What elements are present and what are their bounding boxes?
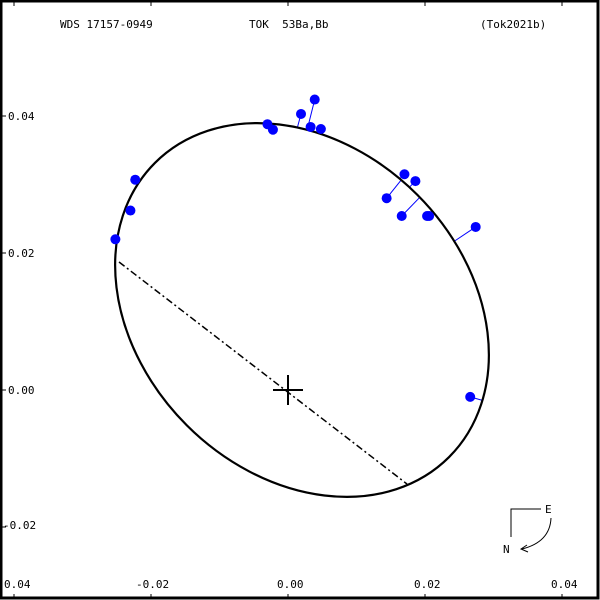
x-axis-labels: 0.04 -0.02 0.00 0.02 0.04 [4, 578, 578, 591]
observation-point [125, 205, 136, 216]
observation-point [399, 169, 410, 180]
axis-ticks [1, 1, 563, 599]
observation-point [305, 121, 316, 132]
discoverer-label: TOK 53Ba,Bb [249, 18, 328, 31]
x-tick-label: -0.02 [136, 578, 169, 591]
compass-east-label: E [545, 503, 552, 516]
y-tick-label: 0.00 [8, 384, 35, 397]
wds-id-label: WDS 17157-0949 [60, 18, 153, 31]
observation-point [381, 193, 392, 204]
compass: E N [503, 503, 552, 556]
rotation-arrow-icon [521, 517, 552, 550]
primary-star-plus-icon [273, 375, 303, 405]
observation-point [296, 108, 307, 119]
x-tick-label: 0.04 [4, 578, 31, 591]
x-tick-label: 0.00 [277, 578, 304, 591]
observation-point [465, 391, 476, 402]
observation-point [110, 234, 121, 245]
compass-north-label: N [503, 543, 510, 556]
y-tick-label: 0.02 [8, 247, 35, 260]
observation-point [396, 211, 407, 222]
x-tick-label: 0.04 [551, 578, 578, 591]
y-tick-label: 0.04 [8, 110, 35, 123]
observation-point [470, 221, 481, 232]
observation-point [410, 176, 421, 187]
observation-point [315, 124, 326, 135]
reference-label: (Tok2021b) [480, 18, 546, 31]
x-tick-label: 0.02 [414, 578, 441, 591]
y-tick-label: -0.02 [3, 519, 36, 532]
y-axis-labels: 0.04 0.02 0.00 -0.02 [3, 110, 36, 532]
observation-point [130, 174, 141, 185]
line-of-nodes [118, 261, 408, 485]
observation-point [267, 124, 278, 135]
observation-point [309, 94, 320, 105]
compass-axes [510, 508, 541, 537]
observation-point [424, 211, 435, 222]
observation-points [110, 94, 481, 402]
arrowhead-icon [519, 544, 529, 553]
orbit-ellipse [114, 122, 490, 498]
residual-lines [115, 99, 483, 401]
